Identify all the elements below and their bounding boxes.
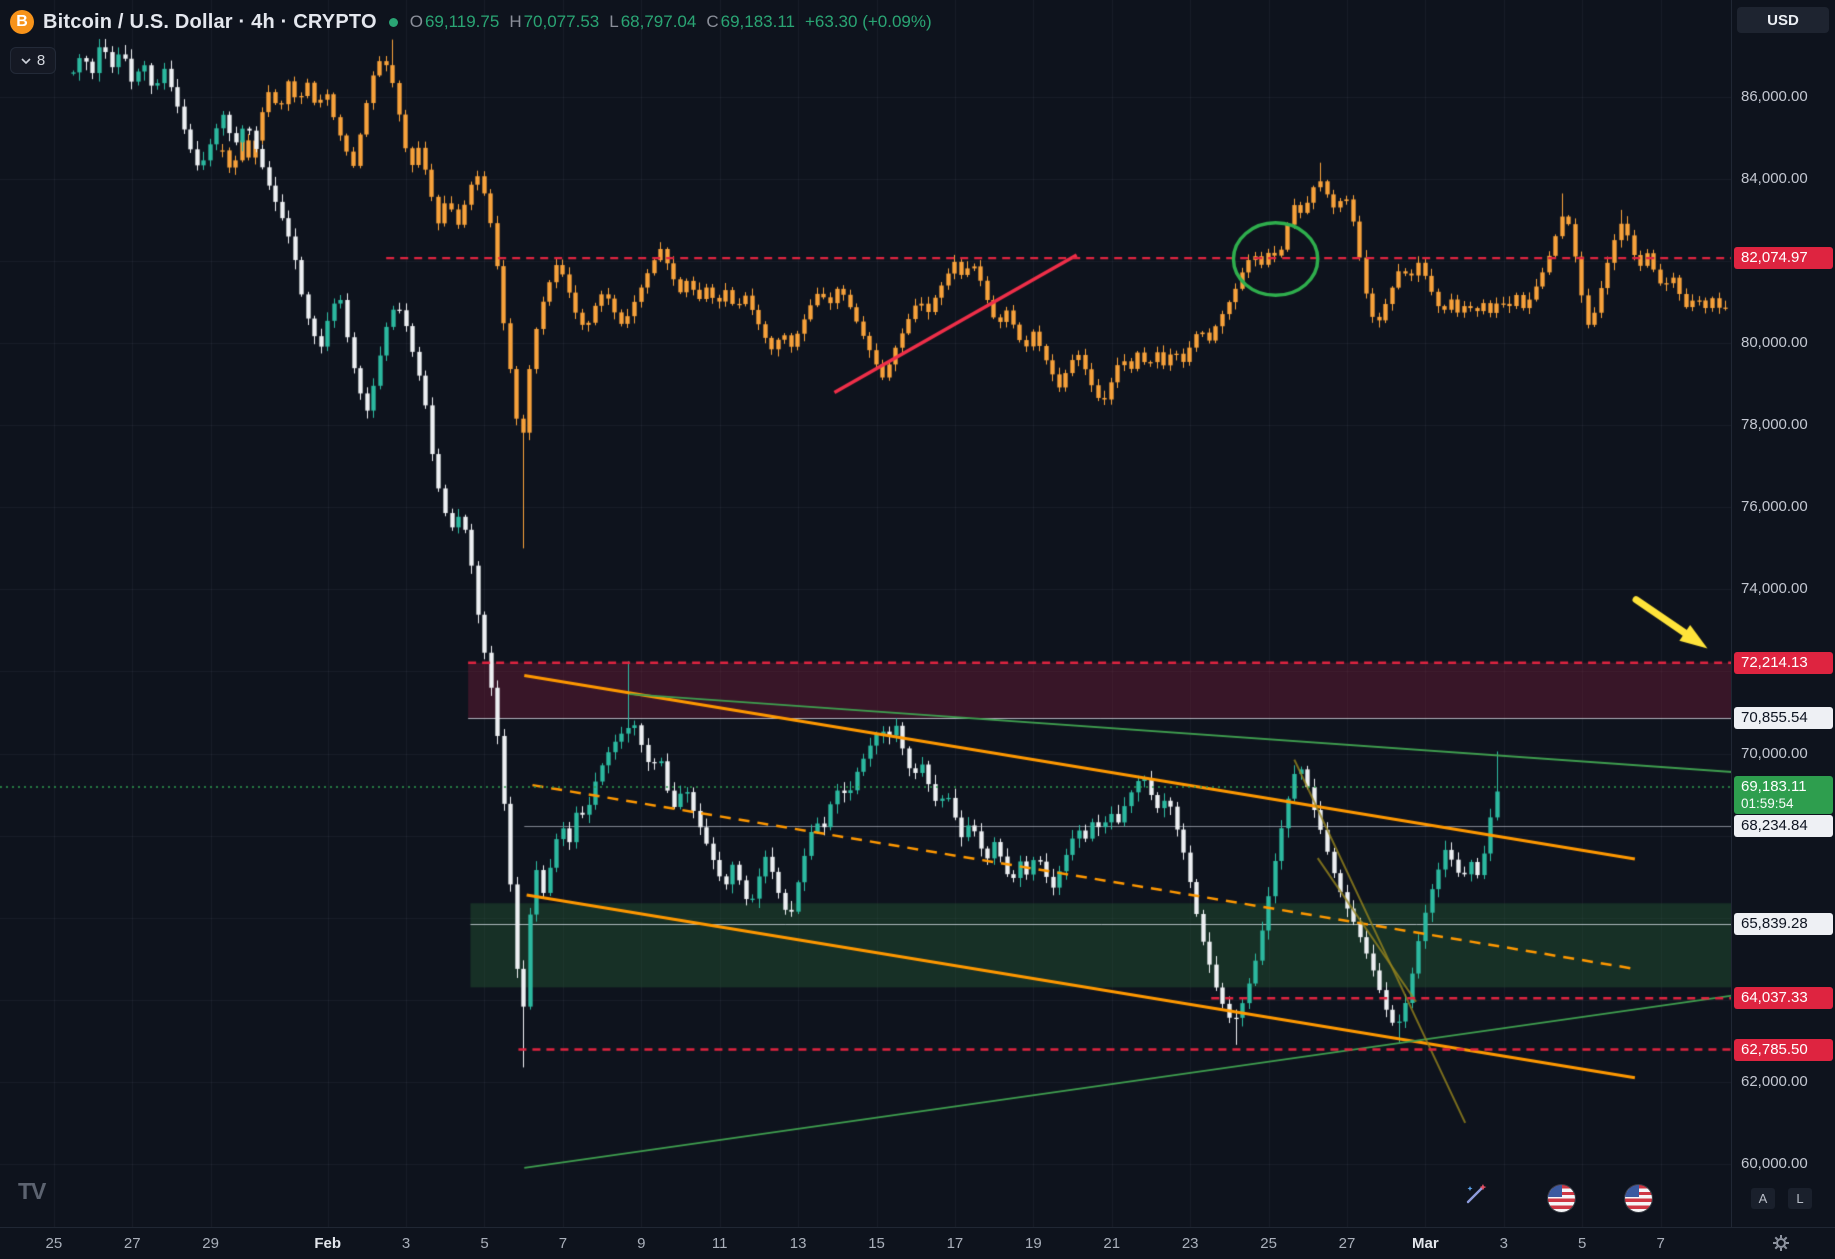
magic-wand-icon[interactable] xyxy=(1462,1180,1490,1213)
price-tick-label: 70,000.00 xyxy=(1741,744,1808,762)
price-tick-label: 84,000.00 xyxy=(1741,170,1808,188)
current-price-label: 69,183.11 01:59:54 xyxy=(1734,776,1833,815)
close-value: 69,183.11 xyxy=(720,12,795,31)
change-value: +63.30 (+0.09%) xyxy=(805,12,932,31)
time-tick-label: 15 xyxy=(868,1235,885,1252)
symbol-title[interactable]: Bitcoin / U.S. Dollar · 4h · CRYPTO xyxy=(43,10,377,33)
time-tick-label: 27 xyxy=(1338,1235,1356,1252)
ohlc-open: O 69,119.75 xyxy=(410,12,500,32)
close-label: C xyxy=(706,12,719,31)
time-tick-label: 17 xyxy=(946,1235,964,1252)
time-tick-label: 3 xyxy=(1499,1235,1508,1252)
price-tick-label: 74,000.00 xyxy=(1741,580,1808,598)
time-tick-label: 11 xyxy=(711,1235,728,1252)
price-level-label-64037: 64,037.33 xyxy=(1734,987,1833,1010)
time-tick-label: 9 xyxy=(637,1235,646,1252)
time-tick-label: Mar xyxy=(1412,1235,1439,1252)
chevron-down-icon xyxy=(21,57,31,64)
price-tick-label: 62,000.00 xyxy=(1741,1072,1808,1090)
price-tick-label: 76,000.00 xyxy=(1741,498,1808,516)
time-tick-label: 25 xyxy=(1260,1235,1277,1252)
time-tick-label: 29 xyxy=(202,1235,219,1252)
us-flag-icon[interactable] xyxy=(1625,1185,1652,1212)
time-tick-label: 5 xyxy=(1578,1235,1587,1252)
log-scale-button[interactable]: L xyxy=(1788,1188,1812,1209)
time-tick-label: 21 xyxy=(1103,1235,1121,1252)
open-label: O xyxy=(409,12,423,31)
price-level-label-82074: 82,074.97 xyxy=(1734,247,1833,270)
open-value: 69,119.75 xyxy=(424,12,500,31)
price-level-label-70855: 70,855.54 xyxy=(1734,707,1833,730)
us-flag-icon[interactable] xyxy=(1548,1185,1575,1212)
tradingview-logo[interactable]: TV xyxy=(18,1178,46,1204)
time-tick-label: 7 xyxy=(558,1235,568,1252)
time-tick-label: 23 xyxy=(1181,1235,1199,1252)
time-tick-label: 25 xyxy=(45,1235,63,1252)
price-level-label-62785: 62,785.50 xyxy=(1734,1038,1833,1061)
ohlc-values: O 69,119.75 H 70,077.53 L 68,797.04 C 69,183… xyxy=(410,12,932,32)
time-tick-label: Feb xyxy=(314,1235,342,1252)
price-level-label-65839: 65,839.28 xyxy=(1734,913,1833,936)
price-axis[interactable]: A L 86,000.0084,000.0082,000.0080,000.00… xyxy=(1731,0,1835,1227)
currency-usd-button[interactable]: USD xyxy=(1737,7,1829,33)
price-tick-label: 80,000.00 xyxy=(1741,334,1808,352)
ohlc-close: C 69,183.11 xyxy=(706,12,795,32)
time-axis[interactable]: 25 27 29 Feb 3 5 7 9 11 13 15 17 19 21 23 25 27 Mar 3 5 7 xyxy=(0,1227,1835,1259)
indicators-count: 8 xyxy=(36,52,46,69)
time-tick-label: 27 xyxy=(123,1235,141,1252)
market-status-dot[interactable] xyxy=(388,17,398,27)
indicators-collapse-button[interactable]: 8 xyxy=(10,47,56,74)
time-tick-label: 19 xyxy=(1025,1235,1042,1252)
high-value: 70,077.53 xyxy=(523,12,600,31)
auto-scale-button[interactable]: A xyxy=(1751,1188,1775,1209)
time-tick-label: 5 xyxy=(480,1235,489,1252)
price-tick-label: 78,000.00 xyxy=(1741,416,1808,434)
low-value: 68,797.04 xyxy=(620,12,697,31)
ohlc-low: L 68,797.04 xyxy=(609,12,696,32)
time-tick-label: 3 xyxy=(401,1235,411,1252)
gear-icon[interactable] xyxy=(1772,1234,1790,1257)
time-tick-label: 7 xyxy=(1656,1235,1665,1252)
price-level-label-72214: 72,214.13 xyxy=(1734,651,1833,674)
bitcoin-icon: B xyxy=(10,10,34,34)
price-tick-label: 86,000.00 xyxy=(1741,88,1808,106)
time-tick-label: 13 xyxy=(789,1235,807,1252)
ohlc-high: H 70,077.53 xyxy=(509,12,599,32)
low-label: L xyxy=(609,12,619,31)
high-label: H xyxy=(509,12,522,31)
price-level-label-68234: 68,234.84 xyxy=(1734,814,1833,837)
price-tick-label: 60,000.00 xyxy=(1741,1154,1808,1172)
